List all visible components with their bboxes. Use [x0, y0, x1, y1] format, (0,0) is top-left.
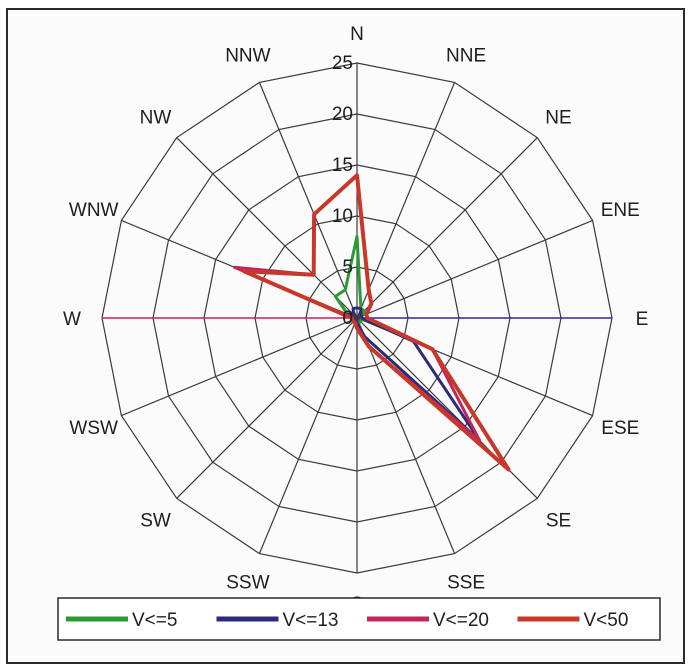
- spoke-nne: [356, 82, 456, 319]
- direction-label-nw: NW: [140, 108, 172, 129]
- spoke-ene: [356, 219, 593, 319]
- chart-legend: V<=5 V<=13 V<=20 V<50: [57, 597, 661, 641]
- tick-label-5: 5: [342, 257, 353, 278]
- direction-label-sw: SW: [140, 511, 171, 532]
- direction-label-nnw: NNW: [225, 46, 270, 67]
- tick-label-10: 10: [332, 206, 353, 227]
- series-layer: [233, 173, 511, 472]
- tick-label-20: 20: [332, 104, 353, 125]
- legend-label-v-50: V<50: [584, 610, 629, 631]
- spoke-ne: [356, 137, 538, 319]
- tick-label-25: 25: [332, 53, 353, 74]
- direction-label-wnw: WNW: [69, 200, 119, 221]
- spoke-wsw: [121, 317, 358, 417]
- spoke-se: [356, 317, 538, 499]
- spoke-nw: [176, 137, 358, 319]
- direction-label-ssw: SSW: [226, 572, 269, 593]
- spoke-nnw: [258, 82, 358, 319]
- axis-lines: [102, 63, 612, 573]
- spoke-sse: [356, 317, 456, 554]
- direction-label-e: E: [636, 309, 649, 330]
- direction-label-nne: NNE: [446, 46, 486, 67]
- radial-tick-labels: 0 5 10 15 20 25: [332, 53, 353, 329]
- legend-label-v-5: V<=5: [132, 610, 177, 631]
- tick-label-0: 0: [342, 308, 353, 329]
- direction-label-n: N: [350, 24, 364, 45]
- legend-label-v-13: V<=13: [283, 610, 339, 631]
- legend-label-v-20: V<=20: [433, 610, 489, 631]
- direction-label-se: SE: [546, 511, 571, 532]
- direction-label-wsw: WSW: [69, 418, 118, 439]
- direction-labels: NNNENEENEEESESESSESSSWSWWSWWWNWNWNNW: [63, 24, 648, 615]
- tick-label-15: 15: [332, 155, 353, 176]
- chart-frame: [6, 8, 685, 664]
- direction-label-ene: ENE: [601, 200, 640, 221]
- direction-label-w: W: [63, 309, 81, 330]
- direction-label-ese: ESE: [601, 418, 639, 439]
- spoke-ssw: [258, 317, 358, 554]
- spoke-sw: [176, 317, 358, 499]
- series-v-50: [241, 173, 511, 472]
- direction-label-sse: SSE: [447, 572, 485, 593]
- direction-label-ne: NE: [545, 108, 571, 129]
